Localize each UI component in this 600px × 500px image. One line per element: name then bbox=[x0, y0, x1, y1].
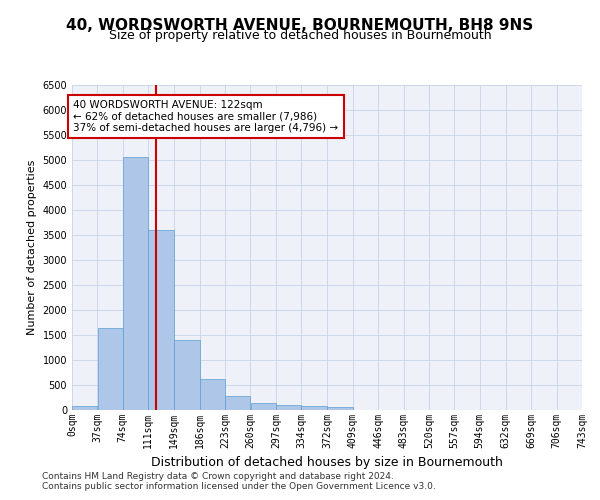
Bar bbox=[72, 406, 97, 410]
X-axis label: Distribution of detached houses by size in Bournemouth: Distribution of detached houses by size … bbox=[151, 456, 503, 469]
Text: Contains public sector information licensed under the Open Government Licence v3: Contains public sector information licen… bbox=[42, 482, 436, 491]
Bar bbox=[225, 396, 250, 410]
Bar bbox=[251, 403, 276, 410]
Text: 40 WORDSWORTH AVENUE: 122sqm
← 62% of detached houses are smaller (7,986)
37% of: 40 WORDSWORTH AVENUE: 122sqm ← 62% of de… bbox=[73, 100, 338, 133]
Bar bbox=[98, 328, 122, 410]
Bar bbox=[175, 340, 200, 410]
Y-axis label: Number of detached properties: Number of detached properties bbox=[27, 160, 37, 335]
Bar bbox=[328, 407, 353, 410]
Text: 40, WORDSWORTH AVENUE, BOURNEMOUTH, BH8 9NS: 40, WORDSWORTH AVENUE, BOURNEMOUTH, BH8 … bbox=[67, 18, 533, 32]
Bar bbox=[276, 405, 301, 410]
Bar bbox=[200, 379, 225, 410]
Text: Size of property relative to detached houses in Bournemouth: Size of property relative to detached ho… bbox=[109, 28, 491, 42]
Text: Contains HM Land Registry data © Crown copyright and database right 2024.: Contains HM Land Registry data © Crown c… bbox=[42, 472, 394, 481]
Bar bbox=[123, 158, 148, 410]
Bar bbox=[148, 230, 174, 410]
Bar bbox=[301, 406, 327, 410]
